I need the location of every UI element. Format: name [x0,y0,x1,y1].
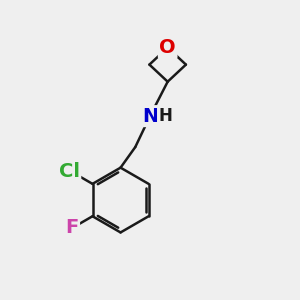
Text: O: O [159,38,176,57]
Text: N: N [142,106,158,126]
Text: F: F [65,218,79,237]
Text: Cl: Cl [59,162,80,181]
Text: H: H [158,107,172,125]
